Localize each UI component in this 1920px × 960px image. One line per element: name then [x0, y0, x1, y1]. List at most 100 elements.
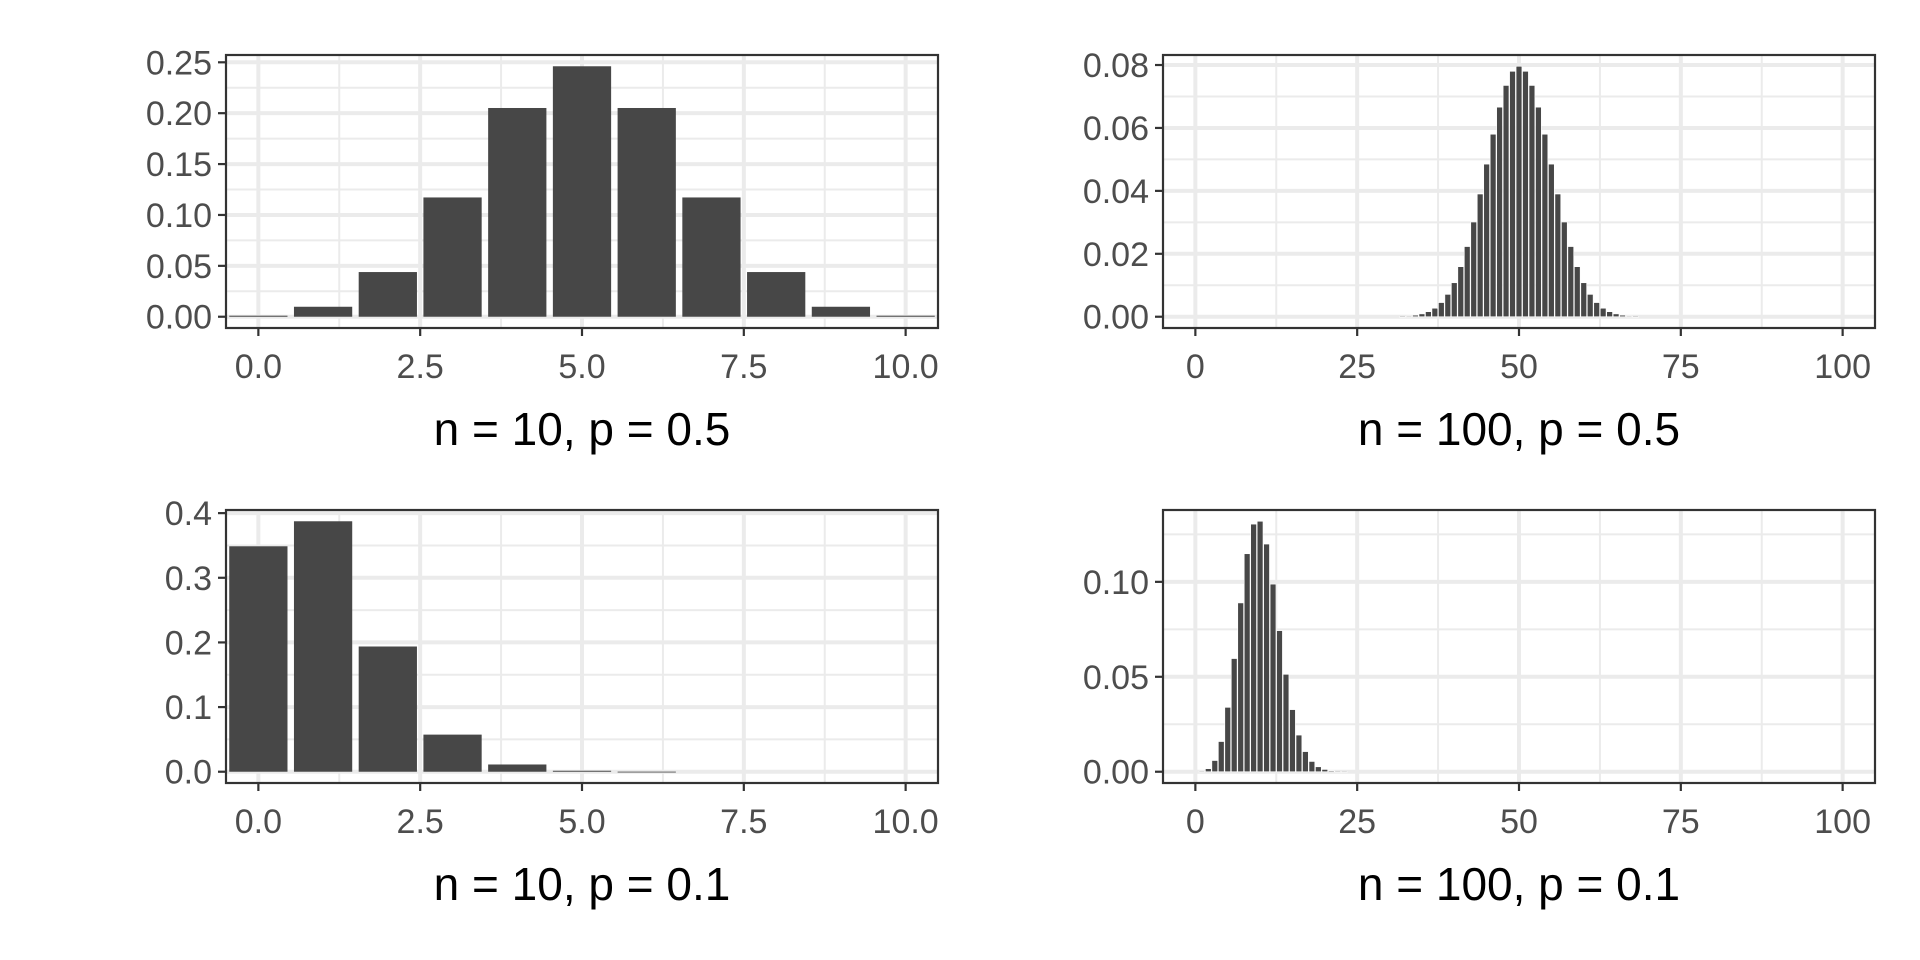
bar — [1224, 707, 1231, 773]
x-tick-label: 25 — [1338, 803, 1376, 841]
x-tick-label: 0.0 — [235, 348, 282, 386]
bar — [1489, 133, 1497, 318]
x-tick-label: 5.0 — [558, 803, 605, 841]
x-tick-label: 0 — [1186, 803, 1205, 841]
x-tick-label: 0 — [1186, 348, 1205, 386]
bar — [1315, 766, 1322, 773]
bar — [1586, 294, 1594, 318]
bar — [1198, 770, 1206, 773]
bar — [1515, 65, 1523, 318]
bar — [1612, 313, 1620, 318]
bar — [1541, 133, 1549, 318]
bar — [811, 306, 871, 317]
bar — [1528, 85, 1536, 318]
x-axis-title: n = 10, p = 0.1 — [434, 858, 731, 910]
bar — [747, 272, 806, 317]
x-tick-label: 5.0 — [558, 348, 605, 386]
bar — [1554, 193, 1562, 318]
x-tick-label: 2.5 — [397, 348, 444, 386]
x-tick-label: 100 — [1814, 348, 1871, 386]
x-tick-label: 50 — [1500, 803, 1538, 841]
bar — [1256, 520, 1264, 773]
x-tick-label: 100 — [1814, 803, 1871, 841]
y-tick-label: 0.15 — [146, 146, 212, 184]
bar — [1295, 734, 1303, 773]
bar — [1567, 246, 1574, 318]
chart-panel-2: 0.00 0.02 0.04 0.06 0.08 0 25 50 75 100 n = 100, p… — [1083, 47, 1877, 455]
bar — [876, 315, 935, 317]
bar — [1548, 163, 1555, 318]
bar — [1619, 314, 1626, 318]
bar — [1412, 314, 1419, 318]
bar — [1535, 106, 1542, 318]
bar — [1438, 302, 1445, 318]
chart-panel-3: 0.0 0.1 0.2 0.3 0.4 0.0 2.5 5.0 7.5 10.0 n = 10, p… — [165, 495, 940, 910]
bar — [1470, 221, 1477, 318]
bar — [423, 197, 482, 317]
bar — [1328, 770, 1335, 773]
bar — [1496, 106, 1503, 318]
bar — [1211, 760, 1218, 773]
x-tick-label: 25 — [1338, 348, 1376, 386]
y-tick-label: 0.00 — [1083, 299, 1149, 337]
bar — [617, 771, 676, 773]
bar — [1237, 602, 1244, 773]
bar — [552, 66, 612, 317]
bar — [1341, 771, 1348, 773]
bar — [1276, 630, 1283, 773]
bar — [1269, 583, 1277, 773]
bar — [1593, 302, 1600, 318]
y-tick-label: 0.06 — [1083, 110, 1149, 148]
x-tick-label: 10.0 — [873, 348, 939, 386]
bar — [1282, 674, 1290, 773]
x-axis-title: n = 100, p = 0.5 — [1358, 403, 1680, 455]
bar — [1457, 266, 1464, 318]
bar — [358, 272, 417, 317]
bar — [1302, 751, 1309, 773]
bar — [1580, 282, 1587, 318]
y-tick-label: 0.05 — [1083, 659, 1149, 697]
bar — [293, 521, 353, 772]
y-tick-label: 0.00 — [1083, 754, 1149, 792]
bar — [1451, 282, 1458, 318]
bar — [1230, 658, 1238, 773]
y-tick-label: 0.10 — [146, 197, 212, 235]
bar — [1464, 246, 1471, 318]
x-tick-label: 75 — [1662, 348, 1700, 386]
y-tick-label: 0.2 — [165, 624, 212, 662]
x-tick-label: 50 — [1500, 348, 1538, 386]
bar — [1561, 221, 1568, 318]
bar — [1218, 741, 1225, 773]
x-tick-label: 75 — [1662, 803, 1700, 841]
y-tick-label: 0.04 — [1083, 173, 1149, 211]
x-axis-title: n = 100, p = 0.1 — [1358, 858, 1680, 910]
bar — [1444, 294, 1452, 318]
bar — [1502, 85, 1510, 318]
chart-panel-1: 0.00 0.05 0.10 0.15 0.20 0.25 0.0 2.5 5.0 7.5 10.0… — [146, 44, 940, 455]
bar — [1250, 523, 1257, 773]
bar — [1263, 543, 1270, 773]
bar — [1425, 311, 1432, 318]
bar — [1243, 553, 1251, 773]
bar — [1418, 313, 1426, 318]
y-tick-label: 0.02 — [1083, 236, 1149, 274]
bar — [1625, 315, 1633, 318]
bar — [488, 764, 547, 772]
bar — [1321, 769, 1329, 773]
x-tick-label: 7.5 — [720, 348, 767, 386]
bar — [1205, 768, 1212, 773]
chart-panel-4: 0.00 0.05 0.10 0 25 50 75 100 n = 100, p = 0.1 — [1083, 508, 1877, 910]
bar — [1399, 316, 1406, 318]
bar — [552, 770, 612, 772]
x-tick-label: 7.5 — [720, 803, 767, 841]
bar — [229, 315, 288, 317]
bar — [1431, 307, 1439, 318]
y-tick-label: 0.08 — [1083, 47, 1149, 85]
bar — [1476, 193, 1484, 318]
bar — [1483, 163, 1490, 318]
y-tick-label: 0.1 — [165, 689, 212, 727]
bar — [1632, 316, 1639, 318]
y-tick-label: 0.05 — [146, 248, 212, 286]
bar — [358, 646, 417, 772]
bar — [1509, 71, 1516, 318]
